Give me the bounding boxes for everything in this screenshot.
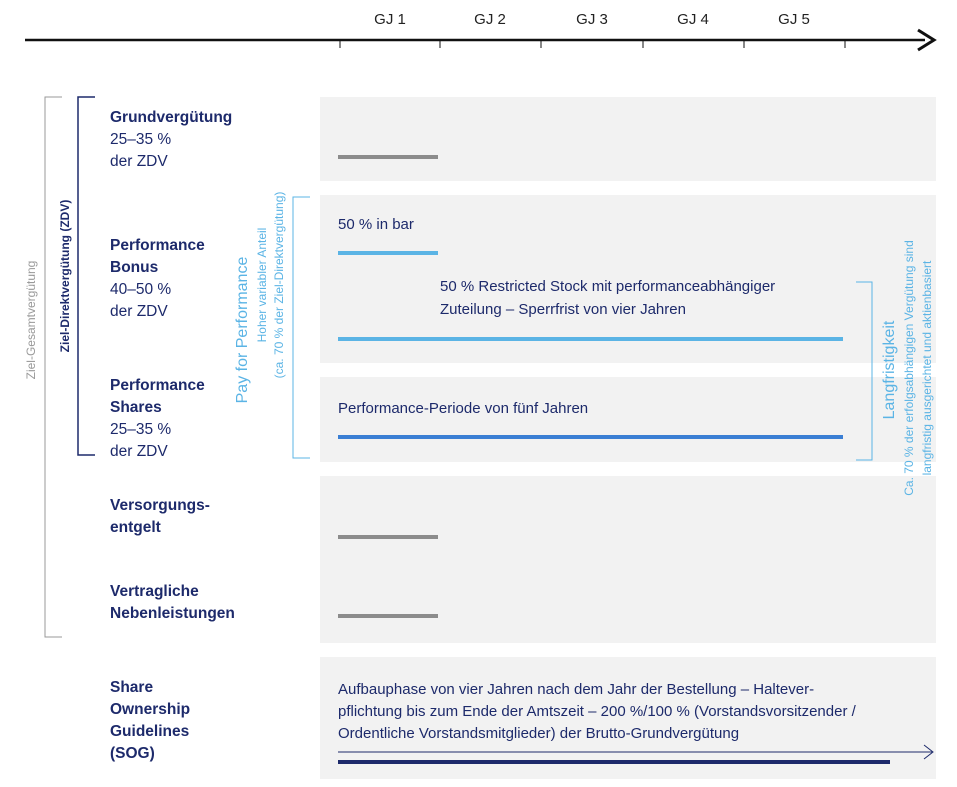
bracket-label: Ziel-Direktvergütung (ZDV): [58, 200, 72, 353]
bracket-note: Hoher variabler Anteil: [255, 228, 269, 343]
bracket-note: langfristig ausgerichtet und aktienbasie…: [920, 260, 934, 475]
panel-text: pflichtung bis zum Ende der Amtszeit – 2…: [338, 703, 857, 720]
row-base: der ZDV: [110, 303, 168, 320]
year-label: GJ 3: [576, 11, 608, 28]
bracket-note: (ca. 70 % der Ziel-Direktvergütung): [272, 192, 286, 379]
row-share: 25–35 %: [110, 131, 171, 148]
panel: [320, 195, 936, 363]
row-title: Vertragliche: [110, 583, 199, 600]
panel-text: 50 % in bar: [338, 216, 414, 233]
year-label: GJ 2: [474, 11, 506, 28]
timeline-arrow: [917, 28, 937, 52]
bracket-pfp: [292, 196, 310, 459]
bracket-note: Ca. 70 % der erfolgsabhängigen Vergütung…: [902, 240, 916, 496]
panel-text: Ordentliche Vorstandsmitglieder) der Bru…: [338, 725, 739, 742]
row-title: Performance: [110, 377, 205, 394]
row-base: der ZDV: [110, 153, 168, 170]
bracket-label: Pay for Performance: [234, 257, 251, 404]
row-title: Versorgungs-: [110, 497, 210, 514]
row-title: Performance: [110, 237, 205, 254]
row-title: Bonus: [110, 259, 158, 276]
year-label: GJ 5: [778, 11, 810, 28]
bracket-long-term: [856, 281, 873, 461]
bracket-direct: [77, 96, 95, 456]
row-title: (SOG): [110, 745, 155, 762]
row-title: entgelt: [110, 519, 161, 536]
year-label: GJ 4: [677, 11, 709, 28]
panel: [320, 377, 936, 462]
panel-text: Zuteilung – Sperrfrist von vier Jahren: [440, 301, 686, 318]
timeline-ticks: [339, 40, 846, 48]
row-title: Nebenleistungen: [110, 605, 235, 622]
bracket-total: [44, 96, 62, 638]
panel-text: Performance-Periode von fünf Jahren: [338, 400, 588, 417]
row-title: Shares: [110, 399, 162, 416]
bracket-label: Ziel-Gesamtvergütung: [24, 261, 38, 380]
row-share: 25–35 %: [110, 421, 171, 438]
row-title: Ownership: [110, 701, 190, 718]
row-title: Grundvergütung: [110, 109, 232, 126]
row-title: Guidelines: [110, 723, 189, 740]
row-title: Share: [110, 679, 153, 696]
panel: [320, 97, 936, 181]
bracket-label: Langfristigkeit: [881, 320, 898, 419]
panel-text: 50 % Restricted Stock mit performanceabh…: [440, 278, 775, 295]
sog-arrowhead: [923, 744, 934, 760]
row-share: 40–50 %: [110, 281, 171, 298]
panel: [320, 657, 936, 779]
year-label: GJ 1: [374, 11, 406, 28]
row-base: der ZDV: [110, 443, 168, 460]
panel-text: Aufbauphase von vier Jahren nach dem Jah…: [338, 681, 814, 698]
